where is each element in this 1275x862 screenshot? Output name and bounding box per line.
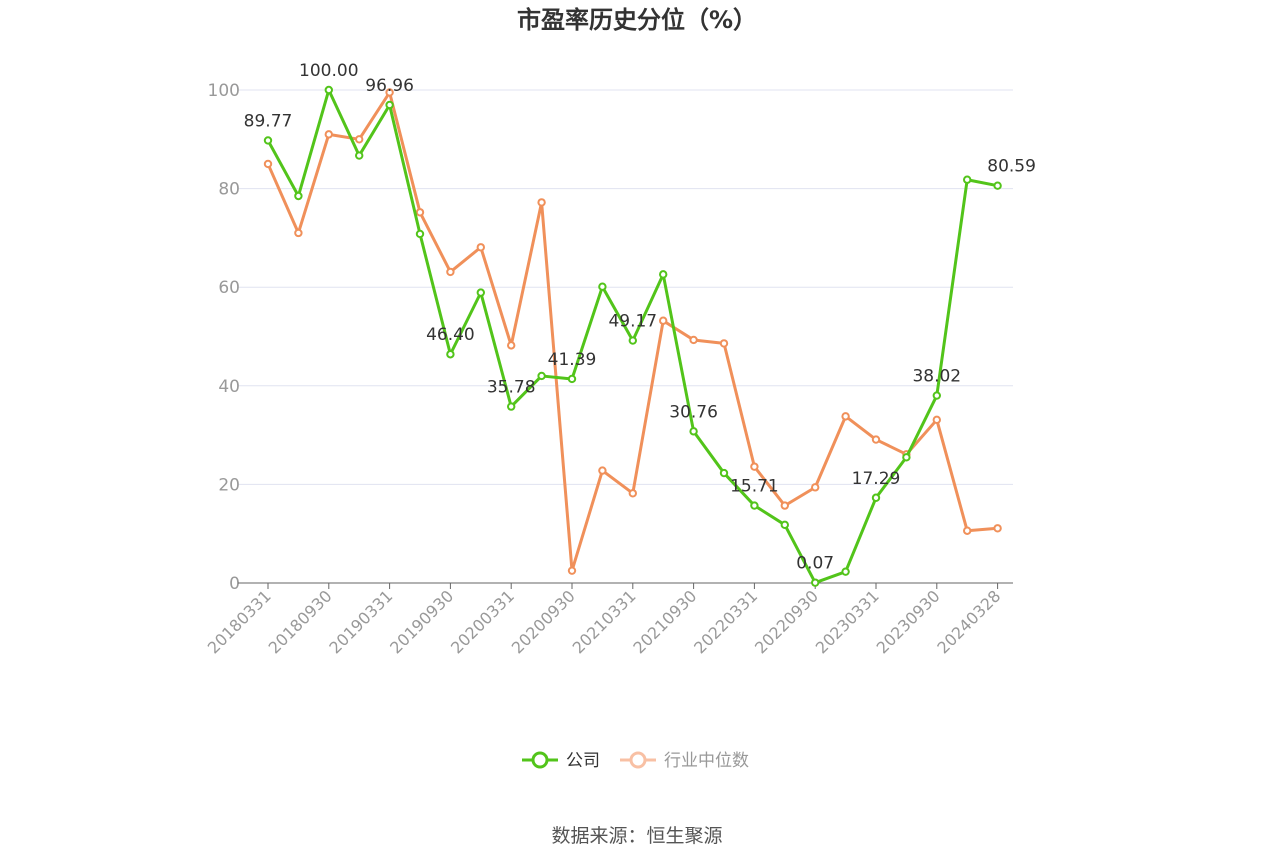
x-tick-label: 20210930 <box>629 586 700 657</box>
data-point[interactable] <box>963 175 972 184</box>
legend-company-marker <box>531 751 549 769</box>
data-point[interactable] <box>537 198 546 207</box>
data-point[interactable] <box>841 412 850 421</box>
data-point[interactable] <box>902 453 911 462</box>
data-point[interactable] <box>993 524 1002 533</box>
x-tick-label: 20220331 <box>690 586 761 657</box>
y-tick-label: 40 <box>218 377 240 397</box>
data-point[interactable] <box>841 567 850 576</box>
grid-lines <box>238 89 1013 485</box>
x-tick-label: 20230331 <box>812 586 883 657</box>
series-lines <box>263 85 1002 587</box>
data-point[interactable] <box>871 435 881 444</box>
legend-item-company[interactable]: 公司 <box>522 751 600 771</box>
x-tick-label: 20240328 <box>933 586 1004 657</box>
data-point[interactable] <box>507 402 516 411</box>
data-point[interactable] <box>750 501 759 510</box>
chart-title: 市盈率历史分位（%） <box>517 6 757 34</box>
legend-industry-label: 行业中位数 <box>664 751 749 771</box>
data-point[interactable] <box>750 462 759 471</box>
data-point[interactable] <box>780 501 789 510</box>
data-point[interactable] <box>719 339 729 348</box>
data-point[interactable] <box>476 288 485 297</box>
data-label: 15.71 <box>730 477 779 497</box>
x-tick-label: 20200930 <box>508 586 579 657</box>
series-line-0 <box>266 88 998 585</box>
data-point[interactable] <box>355 135 364 144</box>
data-point[interactable] <box>294 191 303 201</box>
data-point[interactable] <box>719 468 729 478</box>
data-point[interactable] <box>537 371 546 381</box>
data-label: 35.78 <box>487 378 536 398</box>
data-point[interactable] <box>446 267 455 277</box>
data-point[interactable] <box>476 243 485 252</box>
data-point[interactable] <box>628 489 637 498</box>
x-tick-label: 20230930 <box>873 586 944 657</box>
data-point[interactable] <box>567 566 577 575</box>
data-label: 80.59 <box>987 157 1036 177</box>
data-point[interactable] <box>963 526 972 535</box>
data-point[interactable] <box>415 208 425 217</box>
data-point[interactable] <box>689 427 698 436</box>
data-point[interactable] <box>659 316 668 325</box>
data-label: 46.40 <box>426 325 475 345</box>
x-tick-label: 20200331 <box>447 586 518 657</box>
data-point[interactable] <box>263 159 273 169</box>
x-tick-label: 20220930 <box>751 586 822 657</box>
data-point[interactable] <box>811 578 820 587</box>
data-point[interactable] <box>598 282 607 291</box>
legend-item-industry[interactable]: 行业中位数 <box>620 751 749 771</box>
data-point[interactable] <box>932 391 941 400</box>
x-tick-label: 20180930 <box>265 586 336 657</box>
data-point[interactable] <box>598 466 607 475</box>
source-text: 数据来源：恒生聚源 <box>551 825 722 847</box>
data-point[interactable] <box>446 350 455 359</box>
data-label: 96.96 <box>365 76 414 96</box>
data-point[interactable] <box>263 136 273 145</box>
data-point[interactable] <box>385 100 394 110</box>
data-point[interactable] <box>871 493 881 502</box>
data-label: 41.39 <box>548 350 597 370</box>
data-point[interactable] <box>780 520 789 530</box>
y-tick-label: 60 <box>218 278 240 298</box>
data-label: 89.77 <box>244 111 293 131</box>
data-label: 0.07 <box>796 554 834 574</box>
y-tick-label: 100 <box>208 81 240 101</box>
data-label: 100.00 <box>299 61 358 81</box>
data-point[interactable] <box>324 130 333 139</box>
data-point[interactable] <box>628 336 637 345</box>
data-point[interactable] <box>324 85 333 95</box>
data-point[interactable] <box>932 415 941 425</box>
x-tick-label: 20190331 <box>325 586 396 657</box>
x-tick-label: 20180331 <box>204 586 275 657</box>
data-label: 49.17 <box>608 312 657 332</box>
series-0 <box>263 85 1002 587</box>
data-point[interactable] <box>415 229 425 239</box>
data-point[interactable] <box>294 228 303 238</box>
series-1 <box>263 88 1002 575</box>
data-point[interactable] <box>811 483 820 492</box>
legend-industry-marker <box>629 751 647 769</box>
data-point[interactable] <box>355 151 364 160</box>
y-tick-label: 0 <box>229 574 240 594</box>
data-label: 38.02 <box>912 367 961 387</box>
data-point[interactable] <box>507 341 516 350</box>
data-point[interactable] <box>689 335 698 345</box>
data-point[interactable] <box>385 88 394 97</box>
y-tick-label: 20 <box>218 475 240 495</box>
legend: 公司 行业中位数 <box>522 751 749 771</box>
x-tick-label: 20210331 <box>569 586 640 657</box>
data-labels: 89.77 100.00 96.96 46.40 35.78 41.39 49.17 30.7… <box>244 61 1036 574</box>
x-axis: 2018033120180930201903312019093020200331… <box>204 582 1013 657</box>
x-tick-label: 20190930 <box>386 586 457 657</box>
y-tick-label: 80 <box>218 180 240 200</box>
data-point[interactable] <box>659 270 668 279</box>
legend-company-label: 公司 <box>566 751 600 771</box>
y-axis: 0 20 40 60 80 100 <box>208 81 240 594</box>
data-label: 17.29 <box>852 469 901 489</box>
data-point[interactable] <box>567 374 577 384</box>
data-point[interactable] <box>993 181 1002 190</box>
data-label: 30.76 <box>669 402 718 422</box>
